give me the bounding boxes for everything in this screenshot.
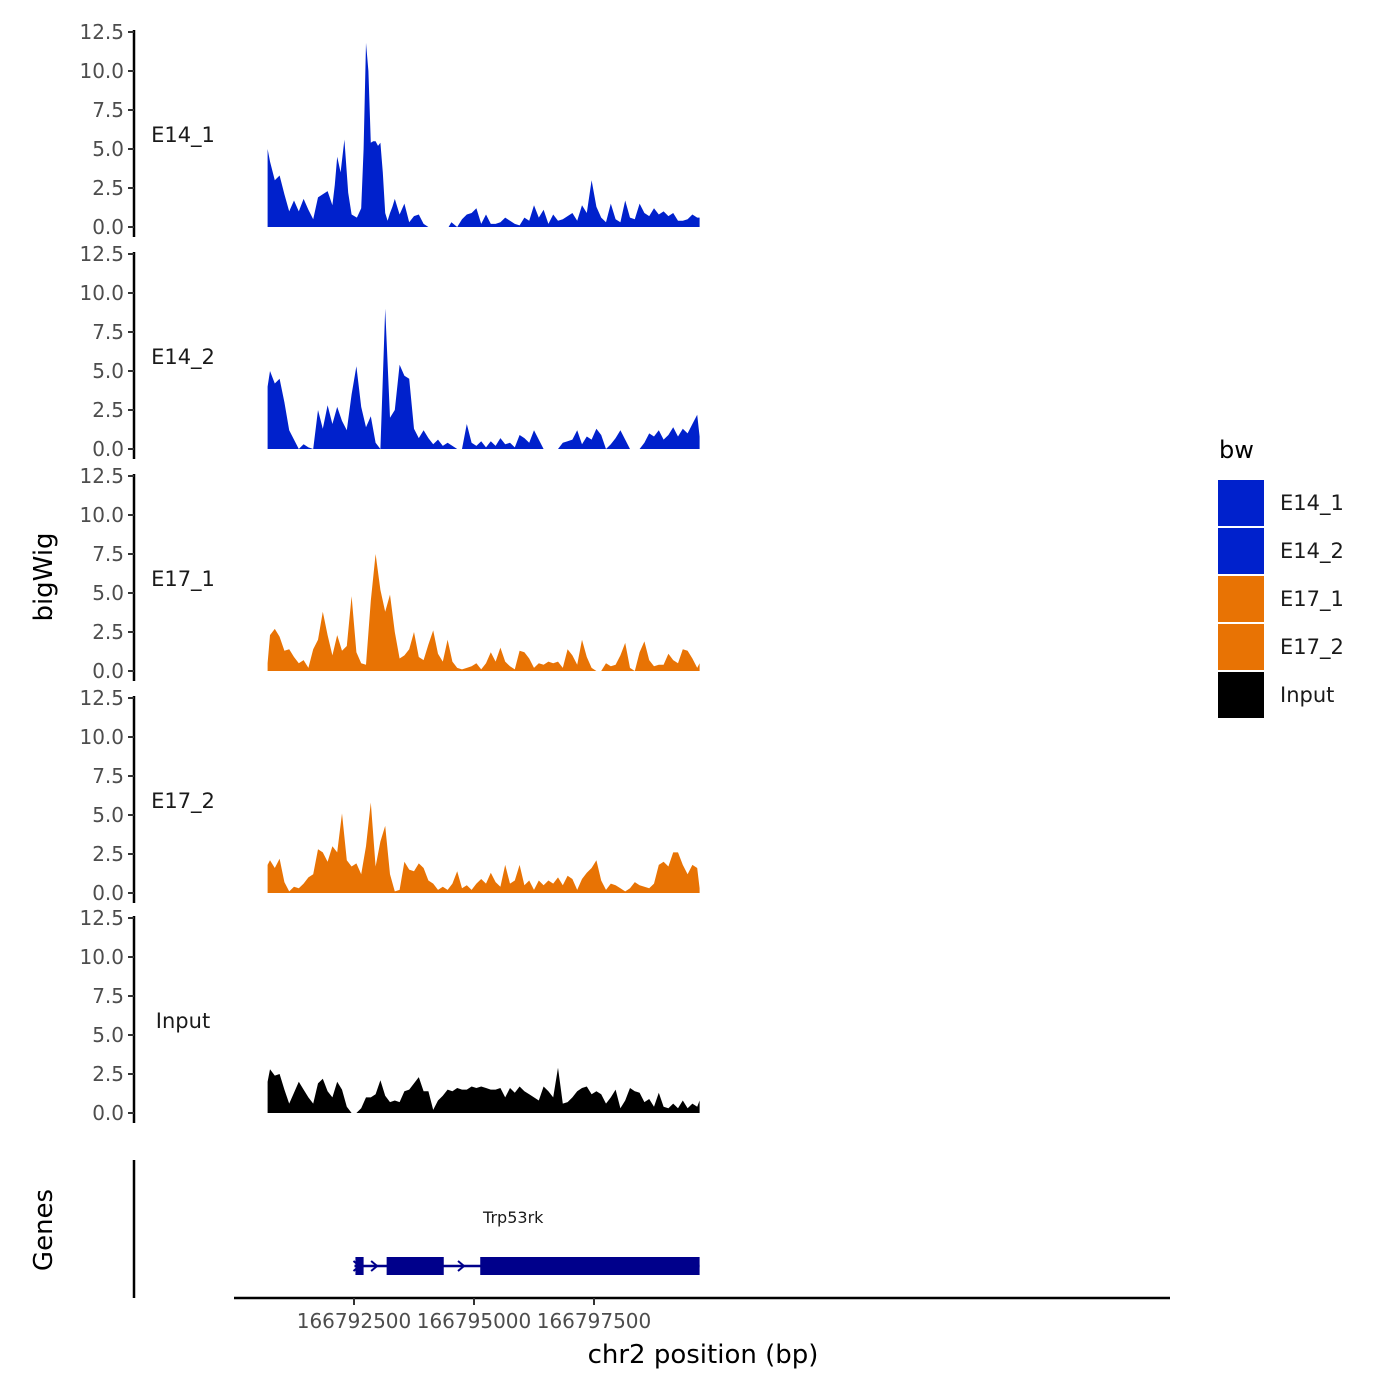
y-tick-label: 7.5	[92, 98, 124, 122]
y-tick-label: 5.0	[92, 581, 124, 605]
legend-key-input	[1218, 672, 1264, 718]
y-tick-label: 12.5	[79, 20, 124, 44]
x-axis-title: chr2 position (bp)	[588, 1340, 819, 1370]
y-tick-label: 12.5	[79, 464, 124, 488]
y-tick-label: 5.0	[92, 1023, 124, 1047]
x-tick-label: 166795000	[417, 1309, 532, 1333]
track-label: E17_1	[151, 567, 215, 592]
tracks-layer: 0.0 2.5 5.0 7.5 10.0 12.5 E14_1 0.0 2.5 5.0 7.5 10.…	[79, 20, 700, 1125]
x-tick-label: 166792500	[297, 1309, 412, 1333]
signal-area	[267, 802, 700, 893]
signal-area	[267, 308, 700, 449]
y-tick-label: 12.5	[79, 686, 124, 710]
y-tick-label: 2.5	[92, 398, 124, 422]
genes-axis-title: Genes	[29, 1189, 59, 1271]
gene-exon	[355, 1257, 364, 1275]
x-tick-label: 166797500	[537, 1309, 652, 1333]
y-tick-label: 7.5	[92, 320, 124, 344]
y-tick-label: 5.0	[92, 137, 124, 161]
gene-exon	[480, 1257, 700, 1275]
track-label: Input	[156, 1009, 210, 1033]
y-tick-label: 10.0	[79, 281, 124, 305]
y-tick-label: 0.0	[92, 881, 124, 905]
legend-label: E17_2	[1280, 635, 1344, 660]
y-tick-label: 7.5	[92, 542, 124, 566]
track-e14-2: 0.0 2.5 5.0 7.5 10.0 12.5 E14_2	[79, 242, 700, 461]
track-e17-2: 0.0 2.5 5.0 7.5 10.0 12.5 E17_2	[79, 686, 700, 905]
legend-label: Input	[1280, 683, 1334, 707]
y-tick-label: 0.0	[92, 215, 124, 239]
y-tick-label: 0.0	[92, 437, 124, 461]
y-tick-label: 7.5	[92, 764, 124, 788]
y-tick-label: 2.5	[92, 842, 124, 866]
y-tick-label: 5.0	[92, 359, 124, 383]
track-e14-1: 0.0 2.5 5.0 7.5 10.0 12.5 E14_1	[79, 20, 700, 239]
legend-key-e14-2	[1218, 528, 1264, 574]
y-tick-label: 2.5	[92, 620, 124, 644]
signal-area	[267, 42, 700, 228]
legend-label: E14_1	[1280, 491, 1344, 516]
legend-key-e17-1	[1218, 576, 1264, 622]
legend: bw E14_1 E14_2 E17_1 E17_2 Input	[1218, 436, 1344, 718]
signal-area	[267, 554, 700, 671]
strand-arrow	[370, 1260, 379, 1272]
track-label: E14_2	[151, 345, 215, 370]
y-tick-label: 5.0	[92, 803, 124, 827]
strand-arrow	[457, 1260, 466, 1272]
legend-label: E17_1	[1280, 587, 1344, 612]
x-axis: 166792500 166795000 166797500	[234, 1296, 1170, 1333]
legend-title: bw	[1219, 436, 1254, 464]
track-input: 0.0 2.5 5.0 7.5 10.0 12.5 Input	[79, 906, 700, 1125]
y-tick-label: 7.5	[92, 984, 124, 1008]
legend-key-e17-2	[1218, 624, 1264, 670]
track-e17-1: 0.0 2.5 5.0 7.5 10.0 12.5 E17_1	[79, 464, 700, 683]
gene-exon	[386, 1257, 444, 1275]
y-tick-label: 10.0	[79, 59, 124, 83]
y-tick-label: 12.5	[79, 242, 124, 266]
legend-label: E14_2	[1280, 539, 1344, 564]
legend-key-e14-1	[1218, 480, 1264, 526]
y-tick-label: 0.0	[92, 1101, 124, 1125]
y-tick-label: 10.0	[79, 725, 124, 749]
track-label: E14_1	[151, 123, 215, 148]
y-axis-title: bigWig	[29, 532, 59, 621]
signal-area	[267, 1067, 700, 1113]
y-tick-label: 12.5	[79, 906, 124, 930]
y-tick-label: 2.5	[92, 176, 124, 200]
y-tick-label: 2.5	[92, 1062, 124, 1086]
y-tick-label: 10.0	[79, 945, 124, 969]
y-tick-label: 0.0	[92, 659, 124, 683]
gene-name-label: Trp53rk	[482, 1208, 544, 1227]
gene-track: Trp53rk	[132, 1160, 700, 1298]
track-label: E17_2	[151, 789, 215, 814]
y-tick-label: 10.0	[79, 503, 124, 527]
